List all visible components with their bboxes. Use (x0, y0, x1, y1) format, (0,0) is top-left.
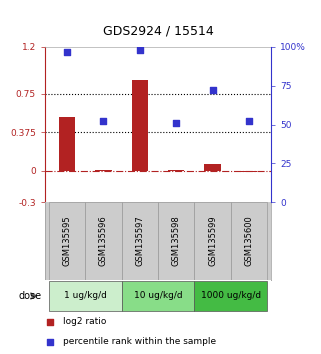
Text: GSM135596: GSM135596 (99, 216, 108, 266)
Bar (195, 281, 267, 312)
Text: GDS2924 / 15514: GDS2924 / 15514 (103, 24, 213, 37)
Text: GSM135600: GSM135600 (245, 216, 254, 266)
Text: percentile rank within the sample: percentile rank within the sample (63, 337, 216, 347)
Point (137, 47, 142, 53)
Bar (95, 170, 111, 171)
Bar (59, 117, 75, 171)
Point (247, 119, 252, 124)
Bar (241, 171, 257, 172)
Bar (49, 281, 122, 312)
Bar (231, 202, 267, 280)
Point (47, 339, 52, 345)
Bar (132, 80, 148, 171)
Text: log2 ratio: log2 ratio (63, 318, 107, 326)
Point (47, 319, 52, 325)
Point (210, 87, 215, 93)
Bar (168, 170, 185, 171)
Point (64, 49, 69, 55)
Bar (158, 202, 195, 280)
Text: 1000 ug/kg/d: 1000 ug/kg/d (201, 291, 261, 301)
Text: GSM135597: GSM135597 (135, 216, 144, 266)
Bar (122, 202, 158, 280)
Bar (85, 202, 122, 280)
Text: 10 ug/kg/d: 10 ug/kg/d (134, 291, 182, 301)
Bar (204, 164, 221, 171)
Text: GSM135595: GSM135595 (62, 216, 71, 266)
Point (174, 120, 179, 126)
Bar (195, 202, 231, 280)
Text: dose: dose (19, 291, 42, 301)
Text: GSM135599: GSM135599 (208, 216, 217, 266)
Bar (122, 281, 195, 312)
Point (101, 119, 106, 124)
Bar (49, 202, 85, 280)
Text: 1 ug/kg/d: 1 ug/kg/d (64, 291, 107, 301)
Text: GSM135598: GSM135598 (172, 216, 181, 266)
